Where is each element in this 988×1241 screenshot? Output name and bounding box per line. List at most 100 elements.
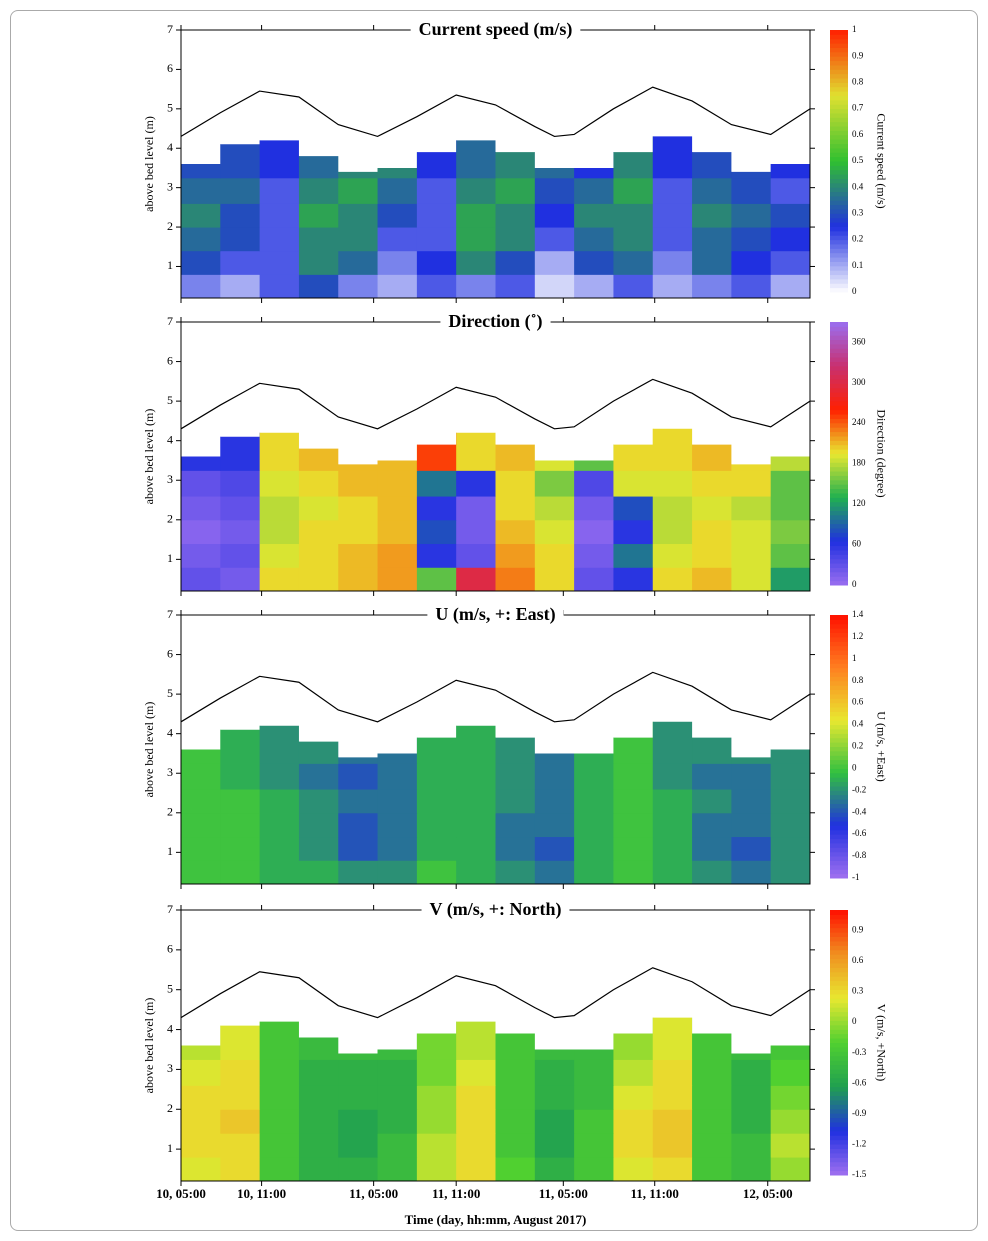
- heat-cell: [416, 543, 457, 568]
- colorbar-segment: [830, 457, 848, 463]
- heat-cell: [731, 470, 772, 497]
- colorbar-segment: [830, 169, 848, 175]
- heat-cell: [456, 567, 496, 591]
- colorbar-segment: [830, 742, 848, 747]
- colorbar-segment: [830, 816, 848, 822]
- title-background: [440, 311, 551, 333]
- colorbar-segment: [830, 923, 848, 929]
- colorbar-segment: [830, 523, 848, 529]
- heat-cell: [731, 1109, 772, 1134]
- colorbar-segment: [830, 1099, 848, 1105]
- colorbar-segment: [830, 1157, 848, 1163]
- heat-cell: [731, 496, 772, 521]
- heat-cell: [652, 177, 693, 204]
- heat-cell: [574, 274, 614, 298]
- heat-cell: [613, 860, 654, 884]
- colorbar-segment: [830, 998, 848, 1004]
- heat-cell: [770, 177, 810, 204]
- heat-cell: [574, 836, 614, 861]
- colorbar-segment: [830, 976, 848, 982]
- heat-cell: [692, 227, 732, 252]
- heat-cell: [338, 177, 379, 204]
- heat-cell: [220, 496, 261, 521]
- heat-cell: [220, 763, 261, 790]
- heat-cell: [181, 1059, 221, 1086]
- colorbar-segment: [830, 213, 848, 219]
- heatmap: [181, 428, 810, 591]
- colorbar-tick-label: 1.2: [852, 631, 863, 641]
- colorbar-tick-label: 0.6: [852, 129, 864, 139]
- heat-cell: [731, 1133, 772, 1158]
- heat-cell: [534, 1017, 575, 1060]
- colorbar-segment: [830, 803, 848, 809]
- heat-cell: [338, 763, 379, 790]
- colorbar-tick-label: -1.2: [852, 1138, 866, 1148]
- heat-cell: [731, 763, 772, 790]
- heat-cell: [692, 812, 732, 838]
- heat-cell: [692, 763, 732, 790]
- colorbar-segment: [830, 667, 848, 673]
- colorbar-segment: [830, 274, 848, 280]
- heat-cell: [456, 1059, 496, 1086]
- heat-cell: [574, 136, 614, 179]
- colorbar-segment: [830, 165, 848, 171]
- heat-cell: [574, 428, 614, 471]
- x-tick-label: 10, 05:00: [156, 1186, 206, 1201]
- heat-cell: [770, 789, 810, 814]
- heat-cell: [692, 203, 732, 228]
- heat-cell: [652, 203, 693, 228]
- heat-cell: [416, 1085, 457, 1110]
- heat-cell: [495, 136, 536, 179]
- colorbar-segment: [830, 1135, 848, 1141]
- colorbar-segment: [830, 30, 848, 35]
- colorbar-segment: [830, 563, 848, 568]
- colorbar-segment: [830, 628, 848, 634]
- colorbar-tick-label: -1.5: [852, 1169, 867, 1179]
- y-tick-label: 4: [167, 725, 173, 739]
- colorbar-segment: [830, 671, 848, 677]
- colorbar-segment: [830, 554, 848, 560]
- heat-cell: [298, 519, 339, 545]
- heat-cell: [416, 567, 457, 591]
- colorbar-segment: [830, 191, 848, 197]
- colorbar-segment: [830, 980, 848, 986]
- colorbar-segment: [830, 764, 848, 769]
- colorbar-tick-label: -0.2: [852, 784, 866, 794]
- colorbar-segment: [830, 51, 848, 57]
- heat-cell: [377, 1157, 418, 1181]
- heat-cell: [416, 227, 457, 252]
- heat-cell: [574, 860, 614, 884]
- colorbar-segment: [830, 807, 848, 813]
- colorbar-segment: [830, 235, 848, 241]
- heat-cell: [574, 227, 614, 252]
- x-tick-label: 11, 11:00: [631, 1186, 679, 1201]
- heat-cell: [534, 250, 575, 275]
- heat-cell: [574, 543, 614, 568]
- heatmap: [181, 1017, 810, 1181]
- colorbar-tick-label: 0.2: [852, 234, 863, 244]
- heat-cell: [770, 543, 810, 568]
- colorbar-segment: [830, 1020, 848, 1026]
- heat-cell: [377, 860, 418, 884]
- colorbar-segment: [830, 1033, 848, 1039]
- heat-cell: [456, 789, 496, 814]
- colorbar-segment: [830, 343, 848, 349]
- heat-cell: [338, 836, 379, 861]
- heat-cell: [534, 227, 575, 252]
- heat-cell: [456, 1017, 496, 1060]
- colorbar-segment: [830, 927, 848, 933]
- heat-cell: [377, 519, 418, 545]
- heat-cell: [692, 789, 732, 814]
- heat-cell: [377, 1085, 418, 1110]
- heat-cell: [692, 274, 732, 298]
- colorbar-segment: [830, 501, 848, 507]
- heat-cell: [692, 177, 732, 204]
- heat-cell: [692, 1109, 732, 1134]
- heat-cell: [181, 789, 221, 814]
- colorbar-segment: [830, 750, 848, 756]
- heat-cell: [652, 1133, 693, 1158]
- colorbar-segment: [830, 326, 848, 332]
- heat-cell: [298, 836, 339, 861]
- colorbar-segment: [830, 488, 848, 494]
- heat-cell: [613, 1017, 654, 1060]
